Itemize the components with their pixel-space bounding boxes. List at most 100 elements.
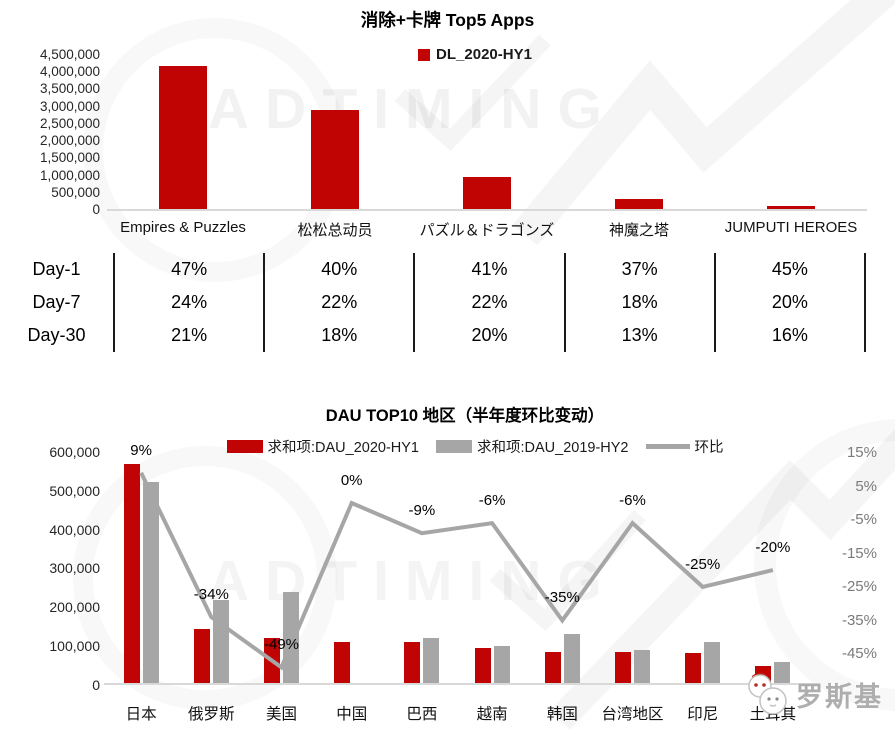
bar-dl-2020-hy1: [311, 110, 359, 209]
bottom-bar-slot: [106, 430, 176, 685]
top-y-tick-label: 4,000,000: [39, 64, 100, 80]
ratio-line: [139, 471, 774, 671]
bottom-bar-slot: [597, 430, 667, 685]
bottom-left-y-tick-label: 300,000: [49, 560, 100, 577]
bottom-x-category-label: 中国: [336, 706, 368, 723]
bottom-x-category-label: 日本: [125, 706, 157, 723]
legend-label-dl-2020-hy1: DL_2020-HY1: [436, 46, 532, 63]
top-y-tick-label: 3,500,000: [39, 81, 100, 97]
top-y-tick-label: 0: [92, 201, 100, 217]
retention-table: Day-1 47% 40% 41% 37% 45% Day-7 24% 22% 22% 18% 20%…: [0, 253, 866, 352]
ratio-point-label: -9%: [408, 502, 436, 520]
bottom-x-category-label: 越南: [476, 706, 508, 723]
retention-cell: 22%: [415, 286, 566, 319]
ratio-point-label: -49%: [263, 636, 300, 654]
legend-label-ratio-line: 环比: [694, 440, 724, 456]
top-y-tick-label: 4,500,000: [39, 47, 100, 62]
bar-dau-2020-hy1: [474, 648, 491, 685]
retention-cell: 41%: [415, 253, 566, 286]
bottom-x-category-label: 美国: [266, 706, 298, 723]
bottom-bar-slot: [387, 430, 457, 685]
bar-dl-2020-hy1: [463, 177, 511, 209]
bottom-left-y-tick-label: 500,000: [49, 482, 100, 499]
ratio-point-label: 9%: [130, 441, 152, 459]
ratio-point-label: -6%: [478, 492, 506, 510]
top-chart-legend: DL_2020-HY1: [55, 46, 895, 63]
retention-cell: 21%: [115, 319, 266, 352]
retention-cell: 16%: [716, 319, 866, 352]
retention-cell: 20%: [415, 319, 566, 352]
top-bar-slot: [715, 54, 867, 209]
top-chart-title: 消除+卡牌 Top5 Apps: [360, 10, 535, 30]
bottom-bar-slot: [668, 430, 738, 685]
top-y-tick-label: 500,000: [51, 184, 100, 200]
roseki-logo: 罗斯基: [742, 668, 883, 720]
top-bar-slot: [259, 54, 411, 209]
top-chart-x-axis: Empires & Puzzles 松松总动员 パズル＆ドラゴンズ 神魔之塔 JUMPU…: [107, 219, 867, 240]
top-y-tick-label: 1,500,000: [39, 150, 100, 166]
bar-dl-2020-hy1: [767, 206, 815, 209]
bottom-left-y-tick-label: 0: [92, 676, 100, 693]
retention-cell: 47%: [115, 253, 266, 286]
retention-row-label: Day-7: [0, 286, 115, 319]
bottom-bar-slot: [317, 430, 387, 685]
ratio-point-label: -25%: [685, 555, 721, 573]
top-bar-slot: [107, 54, 259, 209]
retention-cell: 20%: [716, 286, 866, 319]
top-x-category-label: JUMPUTI HEROES: [724, 219, 858, 236]
retention-row-label: Day-30: [0, 319, 115, 352]
top-y-tick-label: 3,000,000: [39, 98, 100, 114]
top-y-tick-label: 2,000,000: [39, 133, 100, 149]
top-x-category-label: 神魔之塔: [608, 222, 669, 239]
bar-dau-2019-hy2: [283, 592, 299, 685]
top-y-tick-label: 1,000,000: [39, 167, 100, 183]
top-chart-plot-area: [107, 54, 867, 211]
retention-cell: 40%: [265, 253, 416, 286]
legend-label-dau-2019-hy2: 求和项:DAU_2019-HY2: [477, 440, 629, 456]
bar-dl-2020-hy1: [159, 66, 207, 209]
ratio-point-label: 0%: [340, 472, 363, 489]
top-x-category-label: パズル＆ドラゴンズ: [419, 222, 555, 239]
bottom-right-y-tick-label: -5%: [850, 511, 877, 528]
top-bar-slot: [563, 54, 715, 209]
bar-dau-2020-hy1: [334, 642, 351, 685]
bottom-x-category-label: 印尼: [687, 706, 719, 723]
top-x-category-label: 松松总动员: [297, 222, 373, 239]
retention-cell: 45%: [716, 253, 866, 286]
bar-dau-2020-hy1: [123, 464, 140, 685]
bottom-chart-title: DAU TOP10 地区（半年度环比变动）: [325, 407, 605, 425]
retention-cell: 24%: [115, 286, 266, 319]
retention-cell: 18%: [566, 286, 716, 319]
bar-dau-2019-hy2: [774, 662, 791, 685]
bar-dau-2020-hy1: [404, 642, 421, 685]
bottom-chart-x-axis: 日本俄罗斯美国中国巴西越南韩国台湾地区印尼土耳其: [106, 702, 808, 724]
bar-dau-2019-hy2: [493, 646, 510, 685]
retention-cell: 37%: [566, 253, 716, 286]
bottom-left-y-tick-label: 200,000: [49, 599, 100, 616]
bar-dau-2020-hy1: [615, 652, 632, 685]
bar-dl-2020-hy1: [615, 199, 663, 209]
legend-label-dau-2020-hy1: 求和项:DAU_2020-HY1: [267, 440, 420, 456]
bar-dau-2019-hy2: [423, 638, 440, 685]
bottom-x-category-label: 韩国: [546, 706, 578, 723]
top-y-tick-label: 2,500,000: [39, 115, 100, 131]
retention-cell: 18%: [265, 319, 416, 352]
retention-cell: 22%: [265, 286, 416, 319]
bottom-right-y-tick-label: -35%: [841, 611, 877, 629]
bottom-bar-slot: [457, 430, 527, 685]
ratio-point-label: -6%: [619, 492, 646, 510]
bar-dau-2019-hy2: [563, 634, 580, 685]
top-bar-slot: [411, 54, 563, 209]
bar-dau-2019-hy2: [634, 650, 651, 685]
bottom-x-category-label: 巴西: [406, 706, 438, 723]
retention-cell: 13%: [566, 319, 716, 352]
bottom-chart-left-y-axis: 600,000 500,000 400,000 300,000 200,000 100,0…: [4, 443, 100, 694]
bottom-x-category-label: 俄罗斯: [188, 706, 235, 723]
legend-swatch-ratio-line: [645, 444, 690, 449]
bottom-chart-x-axis-line: [104, 683, 818, 685]
legend-swatch-dau-2020-hy1: [226, 440, 263, 453]
bottom-right-y-tick-label: -25%: [841, 578, 877, 595]
bottom-right-y-tick-label: -15%: [841, 544, 877, 562]
legend-swatch-dl-2020-hy1: [418, 48, 431, 61]
